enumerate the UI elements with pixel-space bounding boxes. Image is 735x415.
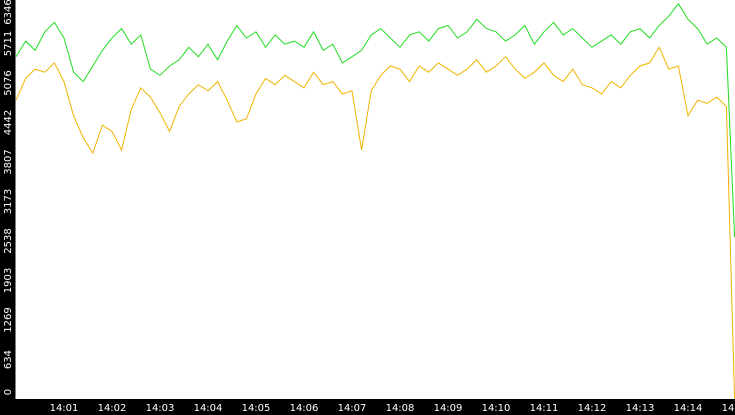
x-tick-label: 14:14 [674, 403, 703, 414]
x-tick-label: 14:02 [98, 403, 127, 414]
y-tick-label: 1269 [3, 307, 14, 332]
y-tick-label: 3173 [3, 189, 14, 214]
x-tick-label: 14:11 [530, 403, 559, 414]
x-axis-bar [0, 399, 735, 415]
x-tick-label: 14:04 [194, 403, 223, 414]
y-tick-label: 5076 [3, 70, 14, 95]
x-tick-label: 14:05 [242, 403, 271, 414]
y-tick-label: 5711 [3, 31, 14, 56]
x-tick-label: 14:03 [146, 403, 175, 414]
y-tick-label: 3807 [3, 149, 14, 174]
y-tick-label: 4442 [3, 110, 14, 135]
x-tick-label: 14:09 [434, 403, 463, 414]
y-tick-label: 6346 [3, 0, 14, 25]
series-line [15, 2, 735, 238]
x-tick-label: 14:01 [50, 403, 79, 414]
x-tick-label: 14:13 [626, 403, 655, 414]
x-tick-label: 14:08 [386, 403, 415, 414]
y-axis-bar [0, 0, 15, 415]
y-tick-label: 1903 [3, 268, 14, 293]
x-tick-label: 14:06 [290, 403, 319, 414]
y-tick-label: 634 [3, 350, 14, 369]
x-tick-label: 14:10 [482, 403, 511, 414]
x-tick-label: 14:07 [338, 403, 367, 414]
x-tick-label: 14:15 [722, 403, 735, 414]
x-tick-label: 14:12 [578, 403, 607, 414]
series-line [15, 46, 735, 400]
y-tick-label: 2538 [3, 228, 14, 253]
y-tick-label: 0 [3, 389, 14, 395]
